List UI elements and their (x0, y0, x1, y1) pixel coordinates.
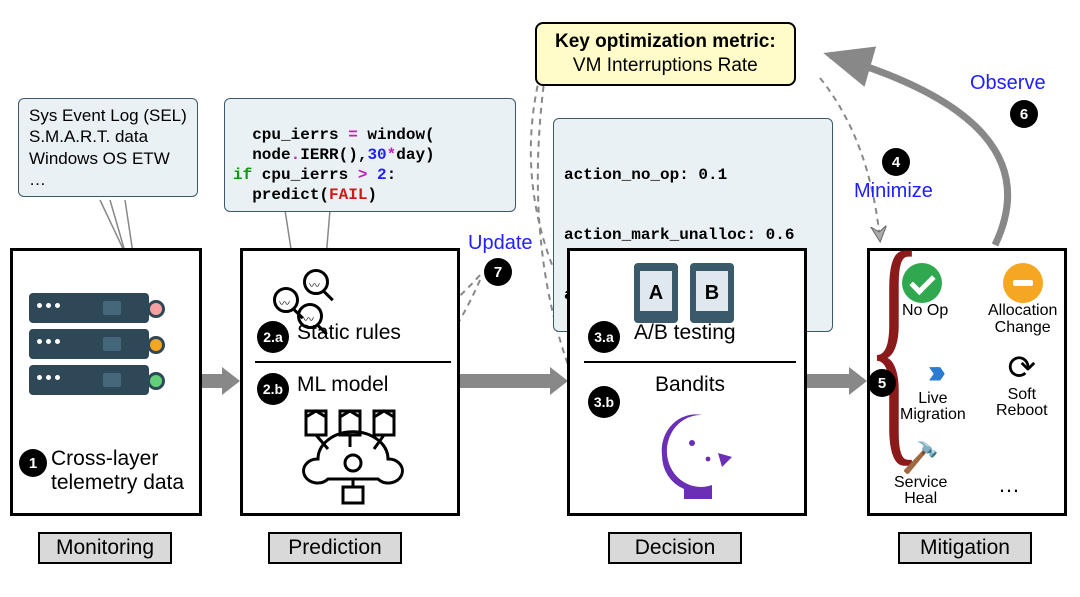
ab-testing-icon: A B (630, 261, 740, 330)
hammer-icon: 🔨 (894, 443, 947, 475)
ml-model-label: ML model (297, 373, 388, 397)
act0n: action_no_op (564, 166, 679, 184)
bandits-label: Bandits (655, 373, 725, 397)
cycle-icon: ⟳ (996, 351, 1048, 387)
heal-label: Service Heal (894, 475, 947, 509)
check-icon (902, 263, 942, 303)
decision-box: A B 3.a A/B testing 3.b Bandits (567, 248, 807, 516)
live-label: Live Migration (900, 391, 966, 425)
badge-2b: 2.b (257, 373, 289, 405)
monitoring-tooltip: Sys Event Log (SEL) S.M.A.R.T. data Wind… (18, 98, 198, 197)
badge-3a: 3.a (588, 321, 620, 353)
ml-cloud-icon (298, 409, 408, 510)
mitigation-box: { 5 No Op Allocation Change ››› Live Mig… (867, 248, 1067, 516)
chevrons-icon: ››› (900, 355, 966, 391)
prediction-code: cpu_ierrs = window( node.IERR(),30*day) … (224, 98, 516, 212)
prediction-box: 〰 〰 〰 2.a Static rules 2.b ML model (240, 248, 460, 516)
mon-tip-0: Sys Event Log (SEL) (29, 105, 187, 126)
ab-testing-label: A/B testing (634, 321, 736, 345)
soft-label: Soft Reboot (996, 387, 1048, 421)
noop-label: No Op (902, 303, 948, 320)
key-metric-title: Key optimization metric: (555, 31, 776, 52)
badge-2a: 2.a (257, 321, 289, 353)
live-item: ››› Live Migration (900, 355, 966, 424)
monitoring-label: Monitoring (38, 532, 172, 564)
led-0 (147, 300, 165, 318)
badge-4: 4 (882, 148, 910, 176)
led-2 (147, 372, 165, 390)
alloc-item: Allocation Change (988, 263, 1057, 337)
monitoring-title: Cross-layer telemetry data (51, 447, 184, 495)
led-1 (147, 336, 165, 354)
server-rack-icon (29, 293, 149, 401)
more-item: … (998, 473, 1020, 496)
key-metric-subtitle: VM Interruptions Rate (573, 55, 758, 76)
badge-3b: 3.b (588, 386, 620, 418)
mon-tip-2: Windows OS ETW (29, 148, 187, 169)
soft-item: ⟳ Soft Reboot (996, 351, 1048, 420)
badge-6: 6 (1010, 100, 1038, 128)
update-label: Update (468, 232, 533, 255)
svg-text:B: B (705, 282, 719, 304)
svg-text:A: A (649, 282, 663, 304)
heal-item: 🔨 Service Heal (894, 443, 947, 508)
badge-5: 5 (868, 369, 896, 397)
mon-tip-1: S.M.A.R.T. data (29, 126, 187, 147)
observe-label: Observe (970, 72, 1046, 95)
noop-item: No Op (902, 263, 948, 320)
mon-tip-3: … (29, 169, 187, 190)
alloc-label: Allocation Change (988, 303, 1057, 337)
bandits-head-icon (650, 409, 745, 509)
key-metric-box: Key optimization metric: VM Interruption… (535, 22, 796, 86)
act0v: 0.1 (698, 166, 727, 184)
act1v: 0.6 (766, 226, 795, 244)
badge-7: 7 (484, 258, 512, 286)
minus-icon (1003, 263, 1043, 303)
mitigation-label: Mitigation (898, 532, 1032, 564)
monitoring-box: 1 Cross-layer telemetry data (10, 248, 202, 516)
decision-label: Decision (608, 532, 742, 564)
badge-1: 1 (19, 449, 47, 477)
act1n: action_mark_unalloc (564, 226, 746, 244)
prediction-label: Prediction (268, 532, 402, 564)
static-rules-label: Static rules (297, 321, 401, 345)
